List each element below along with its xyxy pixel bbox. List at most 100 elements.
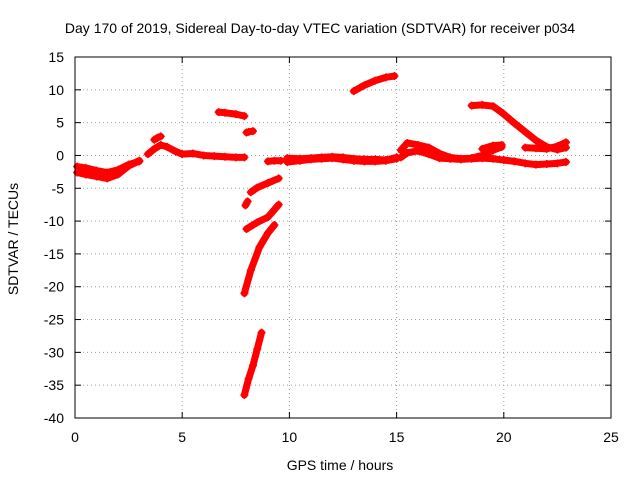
data-point	[296, 156, 305, 165]
y-tick-label: -10	[44, 213, 64, 229]
data-point	[531, 136, 540, 145]
data-point	[435, 154, 444, 163]
data-point	[124, 160, 133, 169]
data-point	[390, 72, 399, 81]
series-trace-8	[246, 174, 283, 197]
series-trace	[247, 174, 283, 196]
data-point	[113, 165, 122, 174]
y-tick-label: 0	[56, 147, 64, 163]
data-point	[510, 119, 519, 128]
series-trace-19	[478, 140, 506, 153]
data-point	[531, 160, 540, 169]
series-trace-6	[242, 127, 257, 137]
data-point	[163, 142, 172, 151]
data-point	[243, 197, 252, 206]
x-tick-label: 0	[71, 429, 79, 445]
series-trace	[350, 72, 398, 95]
data-point	[561, 138, 570, 147]
data-point	[478, 154, 487, 163]
data-point	[371, 76, 380, 85]
x-tick-label: 10	[282, 429, 298, 445]
data-point	[306, 155, 315, 164]
data-point	[246, 188, 255, 197]
x-tick-label: 5	[178, 429, 186, 445]
data-point	[339, 155, 347, 164]
data-point	[489, 141, 498, 150]
series-trace-5	[214, 108, 249, 121]
data-point	[210, 152, 219, 161]
data-point	[349, 156, 358, 165]
chart-title: Day 170 of 2019, Sidereal Day-to-day VTE…	[65, 20, 575, 36]
data-point	[255, 243, 264, 252]
data-point	[521, 159, 530, 168]
series-trace-12	[263, 156, 285, 166]
data-point	[446, 154, 455, 163]
data-point	[360, 157, 369, 166]
data-point	[489, 154, 498, 163]
data-point	[81, 163, 90, 172]
data-point	[553, 159, 562, 168]
y-tick-label: -5	[52, 180, 65, 196]
y-tick-label: -35	[44, 377, 64, 393]
series-trace-14	[283, 154, 401, 167]
data-point	[246, 266, 255, 275]
data-point	[199, 151, 208, 160]
data-point	[253, 183, 262, 192]
data-point	[244, 374, 253, 383]
data-point	[240, 153, 249, 162]
data-point	[231, 110, 240, 119]
data-point	[467, 101, 476, 110]
data-point	[497, 140, 506, 149]
data-point	[381, 73, 390, 82]
data-point	[542, 159, 551, 168]
series-trace	[243, 201, 283, 233]
data-point	[242, 224, 251, 233]
data-point	[231, 153, 240, 162]
series-trace-17	[396, 146, 570, 169]
y-tick-label: -30	[44, 344, 64, 360]
data-point	[156, 132, 165, 141]
data-point	[248, 127, 257, 136]
data-point	[381, 156, 390, 165]
data-point	[270, 221, 279, 230]
data-series	[73, 72, 570, 400]
data-point	[499, 156, 508, 165]
data-point	[283, 158, 292, 167]
data-point	[178, 150, 187, 159]
data-point	[403, 148, 412, 157]
data-point	[263, 179, 272, 188]
series-trace-15	[349, 72, 399, 96]
x-axis-label: GPS time / hours	[287, 457, 394, 473]
data-point	[553, 142, 562, 151]
series-trace	[240, 221, 278, 297]
y-tick-label: 10	[48, 82, 64, 98]
data-point	[403, 138, 412, 147]
series-trace-3	[143, 140, 249, 162]
y-tick-label: 15	[48, 49, 64, 65]
y-tick-label: -25	[44, 312, 64, 328]
data-point	[221, 152, 230, 161]
data-point	[156, 140, 165, 149]
data-point	[328, 154, 337, 163]
series-trace-9	[242, 200, 283, 233]
data-point	[561, 158, 570, 167]
data-point	[360, 81, 369, 90]
data-point	[92, 166, 101, 175]
data-point	[510, 157, 519, 166]
data-point	[489, 102, 498, 111]
data-point	[499, 110, 508, 119]
y-axis-label: SDTVAR / TECUs	[5, 183, 21, 295]
series-trace	[144, 141, 248, 161]
x-tick-label: 20	[496, 429, 512, 445]
x-tick-label: 15	[389, 429, 405, 445]
data-point	[263, 228, 272, 237]
data-point	[396, 146, 405, 155]
data-point	[73, 162, 82, 171]
series-trace-2	[73, 157, 144, 177]
data-point	[456, 155, 465, 164]
data-point	[521, 127, 530, 136]
data-point	[253, 218, 262, 227]
data-point	[424, 150, 433, 159]
data-point	[276, 156, 285, 165]
